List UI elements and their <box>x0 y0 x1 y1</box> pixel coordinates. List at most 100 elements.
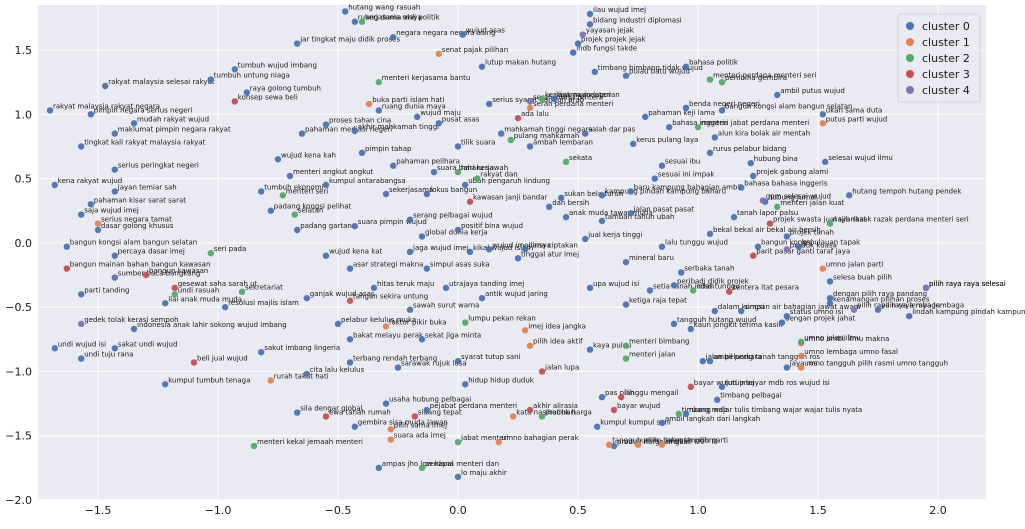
data-point <box>78 355 85 362</box>
data-point <box>711 134 718 141</box>
point-label: sekretariat <box>245 284 283 292</box>
point-label: sesuai ibu <box>665 158 700 166</box>
point-label: bayar wujud <box>617 402 660 410</box>
point-label: selatan <box>298 207 324 215</box>
legend-label: cluster 3 <box>922 68 970 81</box>
data-point <box>243 89 250 96</box>
data-point <box>190 359 198 366</box>
data-point <box>370 284 378 292</box>
point-label: umno jalan parti <box>826 261 884 269</box>
data-point <box>622 301 630 308</box>
point-label: kawasan janji bandar <box>473 194 548 202</box>
data-point <box>646 287 654 294</box>
point-label: simpan air bahagian jawat awam <box>744 303 860 311</box>
point-label: syarat tutup sani <box>461 353 521 361</box>
point-label: pahaman pelihara <box>396 158 460 166</box>
data-point <box>406 248 414 256</box>
point-label: kata nasihat hari <box>516 408 575 416</box>
data-point <box>550 95 558 103</box>
point-label: bahasa politik <box>689 59 739 67</box>
point-label: menteri jalan kuat <box>780 199 844 207</box>
point-label: akhir alirasia <box>533 402 578 410</box>
data-point <box>562 213 570 221</box>
point-label: padang gartan <box>300 222 352 230</box>
point-label: perdana menteri dan <box>425 460 499 468</box>
data-point <box>582 130 589 137</box>
data-point <box>207 249 214 257</box>
point-label: padang kongsi pelihat <box>274 203 352 211</box>
point-label: usaha hubung pelbagai <box>389 396 471 404</box>
legend-box <box>897 13 981 103</box>
data-point <box>322 413 330 420</box>
point-label: pilih raya raya lembaga <box>857 302 940 310</box>
data-point <box>598 393 606 401</box>
data-point <box>478 63 486 70</box>
point-label: serius peringkat negeri <box>118 162 199 170</box>
data-point <box>291 211 298 218</box>
data-point <box>630 140 637 148</box>
point-label: kaya pulau <box>593 342 631 350</box>
data-point <box>750 252 757 259</box>
point-label: ruang dunia maya <box>382 102 446 110</box>
point-label: umno tangguh pilih rasmi umno tangguh <box>804 360 948 368</box>
point-label: bangun kongsi alam bangun selatan <box>70 239 197 247</box>
point-label: antik wujud jaring <box>485 290 548 298</box>
x-tick-label: 0.5 <box>569 504 587 517</box>
data-point <box>682 104 690 112</box>
data-point <box>906 312 913 320</box>
data-point <box>586 284 594 292</box>
data-point <box>279 192 286 199</box>
point-label: kerus pulang laya <box>636 136 698 144</box>
data-point <box>382 400 390 407</box>
data-point <box>387 426 394 433</box>
data-point <box>622 355 630 362</box>
point-label: menteri angkut angkut <box>293 168 374 176</box>
point-label: kumpul tumbuh tenaga <box>168 376 250 384</box>
point-label: jayan temiar sah <box>117 183 177 191</box>
point-label: ambil langkah dari langkah <box>665 415 760 423</box>
point-label: hubung bina <box>754 155 798 163</box>
point-label: ruang mdb <box>689 406 728 414</box>
point-label: mudah rakyat wujud <box>137 115 209 123</box>
point-label: gembira sisa muda lawan <box>358 419 448 427</box>
legend-marker <box>906 38 914 46</box>
point-label: pahaman mediasi negeri <box>305 126 392 134</box>
data-point <box>486 246 493 253</box>
x-tick-label: 1.0 <box>689 504 707 517</box>
data-point <box>111 130 119 137</box>
point-label: sakut imbang lingeria <box>264 344 340 352</box>
point-label: maklumat pimpin negara rakyat <box>118 126 231 134</box>
data-point <box>586 346 594 353</box>
point-label: timbang bimbang tidak wujud <box>598 64 703 72</box>
data-point <box>610 442 618 450</box>
point-label: peribadi didik projek <box>677 277 750 285</box>
point-label: tumbuh ekonomi <box>264 183 323 191</box>
data-point <box>819 120 826 127</box>
point-label: tambah tahun ubah <box>605 213 674 221</box>
point-label: langgu mengail <box>624 389 678 397</box>
point-label: bangun kongsi <box>761 239 812 247</box>
point-label: bangun kawasan <box>149 267 208 275</box>
point-label: kumpul antarabangsa <box>329 177 406 185</box>
data-point <box>294 409 301 416</box>
point-label: ruang dunia maya <box>358 14 422 22</box>
data-point <box>562 158 570 166</box>
data-point <box>231 98 238 105</box>
data-point <box>375 78 382 86</box>
point-label: tumbuh untung niaga <box>214 72 290 80</box>
data-point <box>706 230 714 238</box>
data-point <box>622 258 630 266</box>
point-label: kikal wujud islam <box>473 244 533 252</box>
data-point <box>718 107 726 114</box>
point-label: undi tuju rana <box>84 351 133 359</box>
data-point <box>754 243 762 250</box>
point-label: lindah kampung pindah kampung baharu <box>912 308 1025 316</box>
point-label: projek gabung alami <box>756 168 828 176</box>
point-label: menteri seri <box>286 187 328 195</box>
point-label: kumpul kumpul sani <box>600 419 671 427</box>
point-label: menteri jabat perdana menteri <box>701 119 809 127</box>
point-label: status umno isi <box>790 308 844 316</box>
data-point <box>346 359 354 366</box>
data-point <box>351 18 358 25</box>
point-label: inhis tunggu <box>696 282 740 290</box>
